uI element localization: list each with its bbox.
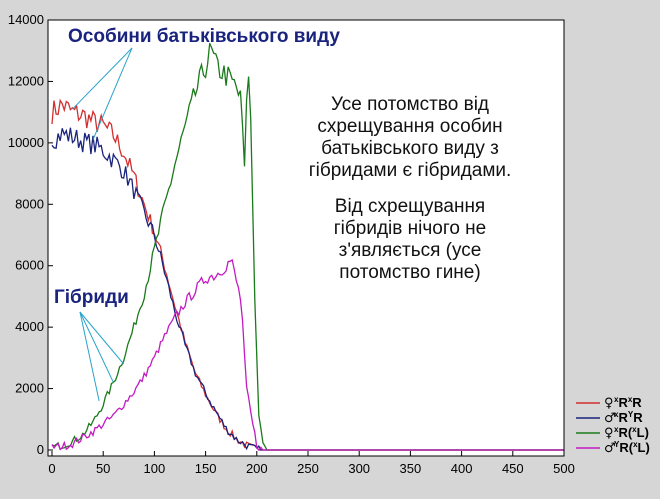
y-tick-label: 14000 [8,12,44,27]
legend: ♀ xRxR♂xRYR♀ xR(xL)♂YR(xL) [576,395,650,456]
x-tick-label: 350 [400,461,422,476]
x-tick-label: 250 [297,461,319,476]
annotation-callouts [72,47,133,401]
callout-line [79,311,100,401]
annotation-hybrids-label: Гібриди [54,287,129,308]
legend-label-s2: xRYR [614,410,643,425]
x-tick-label: 200 [246,461,268,476]
y-tick-label: 2000 [15,381,44,396]
y-tick-label: 0 [37,442,44,457]
callout-line [72,47,133,110]
x-tick-label: 50 [96,461,110,476]
legend-symbol: ♀ [604,426,614,441]
x-tick-label: 450 [502,461,524,476]
legend-label-s1: xRxR [614,395,642,410]
legend-label-s4: YR(xL) [614,440,650,455]
y-tick-label: 12000 [8,73,44,88]
callout-line [79,311,125,365]
note-paragraph-1: Усе потомство від схрещування особин бат… [308,94,512,181]
y-tick-label: 8000 [15,196,44,211]
x-tick-label: 500 [553,461,575,476]
plot-frame [47,19,565,457]
y-tick-label: 4000 [15,319,44,334]
series-line-s4 [51,258,564,451]
y-tick-label: 6000 [15,258,44,273]
x-tick-label: 0 [48,461,55,476]
x-tick-label: 100 [144,461,166,476]
note-box: Усе потомство від схрещування особин бат… [296,82,524,328]
series-lines [51,42,564,451]
callout-line [79,311,114,383]
annotation-parents-label: Особини батьківського виду [68,26,340,47]
legend-label-s3: xR(xL) [614,425,649,440]
axes: 0 50 100 150 200 250 300 350 400 450 500 0 2000 4000 6… [8,12,575,476]
x-tick-label: 400 [451,461,473,476]
y-tick-label: 10000 [8,135,44,150]
x-tick-label: 150 [195,461,217,476]
callout-line [92,47,133,140]
x-tick-label: 300 [348,461,370,476]
legend-symbol: ♂ [604,441,616,456]
legend-symbol: ♂ [604,411,616,426]
note-paragraph-2: Від схрещування гібридів нічого не з'явл… [333,196,487,283]
legend-symbol: ♀ [604,396,614,411]
